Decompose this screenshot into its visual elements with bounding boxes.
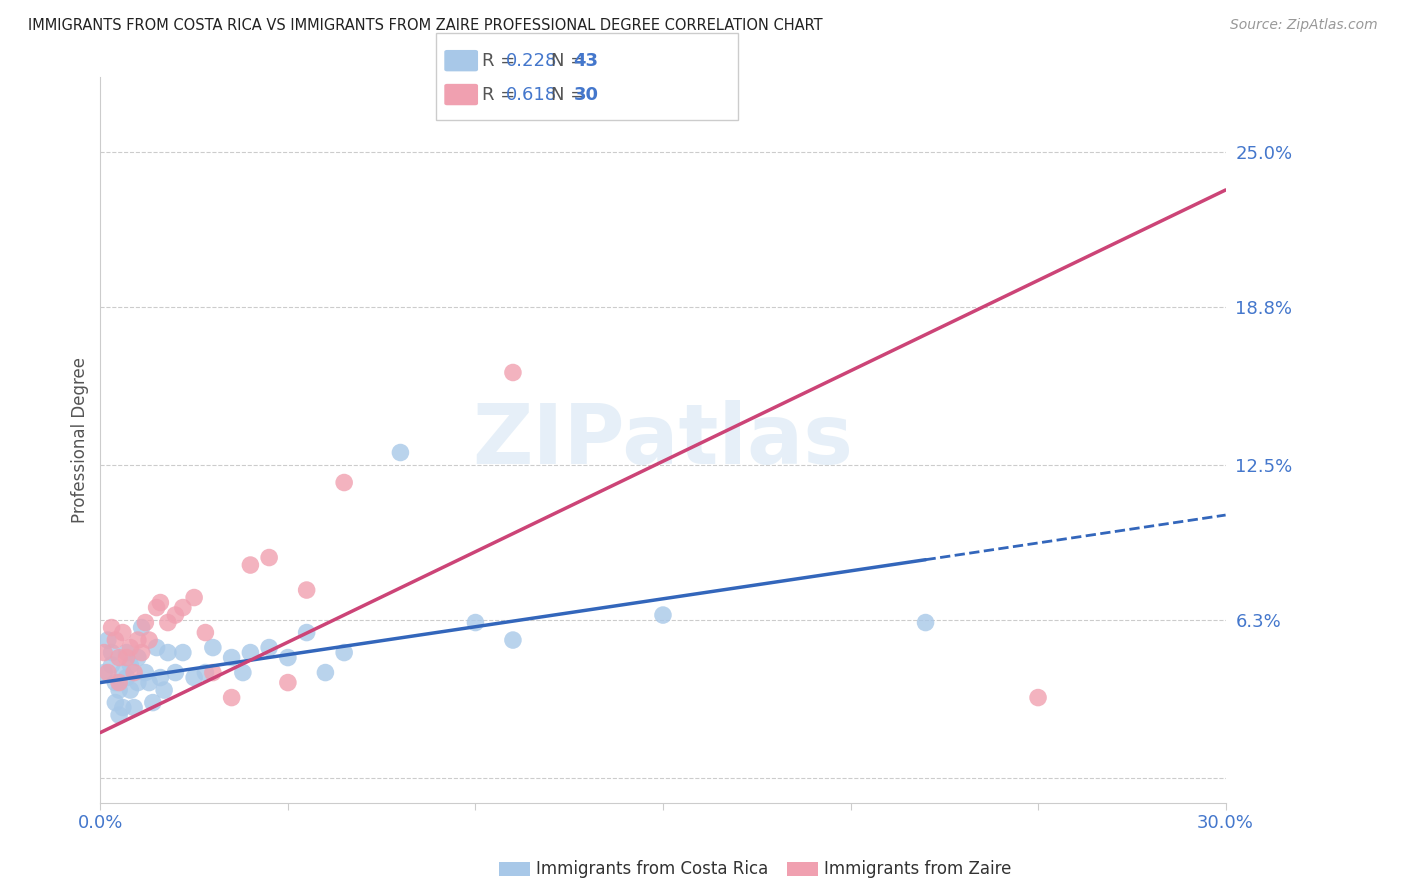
Text: 30: 30 xyxy=(574,86,599,103)
Point xyxy=(333,646,356,660)
Point xyxy=(111,700,134,714)
Point xyxy=(502,633,524,648)
Point xyxy=(115,646,138,660)
Point xyxy=(145,640,167,655)
Point xyxy=(142,696,165,710)
Point xyxy=(131,646,153,660)
Point xyxy=(652,608,675,623)
Point xyxy=(464,615,486,630)
Text: R =: R = xyxy=(482,52,522,70)
Text: 43: 43 xyxy=(574,52,599,70)
Point xyxy=(100,646,122,660)
Point xyxy=(502,366,524,380)
Point xyxy=(134,665,156,680)
Text: N =: N = xyxy=(551,52,591,70)
Point xyxy=(277,675,299,690)
Text: Source: ZipAtlas.com: Source: ZipAtlas.com xyxy=(1230,18,1378,32)
Point xyxy=(183,671,205,685)
Point xyxy=(122,665,145,680)
Point xyxy=(389,445,412,459)
Point xyxy=(156,615,179,630)
Point xyxy=(97,665,120,680)
Point xyxy=(221,690,243,705)
Point xyxy=(277,650,299,665)
Point xyxy=(104,633,127,648)
Text: ZIPatlas: ZIPatlas xyxy=(472,400,853,481)
Point xyxy=(93,665,115,680)
Point xyxy=(172,646,194,660)
Point xyxy=(314,665,336,680)
Point xyxy=(183,591,205,605)
Text: R =: R = xyxy=(482,86,522,103)
Point xyxy=(194,625,217,640)
Point xyxy=(104,696,127,710)
Point xyxy=(120,683,142,698)
Point xyxy=(239,646,262,660)
Point xyxy=(172,600,194,615)
Point xyxy=(257,640,280,655)
Point xyxy=(134,615,156,630)
Point xyxy=(149,596,172,610)
Point xyxy=(100,658,122,673)
Point xyxy=(93,646,115,660)
Text: Immigrants from Costa Rica: Immigrants from Costa Rica xyxy=(536,860,768,878)
Point xyxy=(127,650,149,665)
Text: Immigrants from Zaire: Immigrants from Zaire xyxy=(824,860,1011,878)
Point xyxy=(333,475,356,490)
Point xyxy=(145,600,167,615)
Point xyxy=(127,633,149,648)
Point xyxy=(194,665,217,680)
Point xyxy=(201,640,224,655)
Point xyxy=(138,633,160,648)
Point xyxy=(111,625,134,640)
Point xyxy=(221,650,243,665)
Text: 0.618: 0.618 xyxy=(506,86,557,103)
Point xyxy=(232,665,254,680)
Point xyxy=(149,671,172,685)
Point xyxy=(108,650,131,665)
Text: IMMIGRANTS FROM COSTA RICA VS IMMIGRANTS FROM ZAIRE PROFESSIONAL DEGREE CORRELAT: IMMIGRANTS FROM COSTA RICA VS IMMIGRANTS… xyxy=(28,18,823,33)
Point xyxy=(153,683,176,698)
Point xyxy=(115,650,138,665)
Point xyxy=(111,665,134,680)
Point xyxy=(127,675,149,690)
Point xyxy=(120,658,142,673)
Point xyxy=(115,671,138,685)
Point xyxy=(120,640,142,655)
Text: N =: N = xyxy=(551,86,591,103)
Point xyxy=(97,633,120,648)
Point xyxy=(108,675,131,690)
Point xyxy=(108,708,131,723)
Point xyxy=(201,665,224,680)
Point xyxy=(295,582,318,597)
Point xyxy=(122,700,145,714)
Text: 0.228: 0.228 xyxy=(506,52,558,70)
Point xyxy=(138,675,160,690)
Point xyxy=(165,665,187,680)
Point xyxy=(131,621,153,635)
Point xyxy=(104,675,127,690)
Point xyxy=(1026,690,1049,705)
Point xyxy=(156,646,179,660)
Point xyxy=(165,608,187,623)
Point xyxy=(100,621,122,635)
Point xyxy=(239,558,262,572)
Point xyxy=(914,615,936,630)
Point xyxy=(257,550,280,565)
Y-axis label: Professional Degree: Professional Degree xyxy=(72,357,89,523)
Point xyxy=(108,683,131,698)
Point xyxy=(295,625,318,640)
